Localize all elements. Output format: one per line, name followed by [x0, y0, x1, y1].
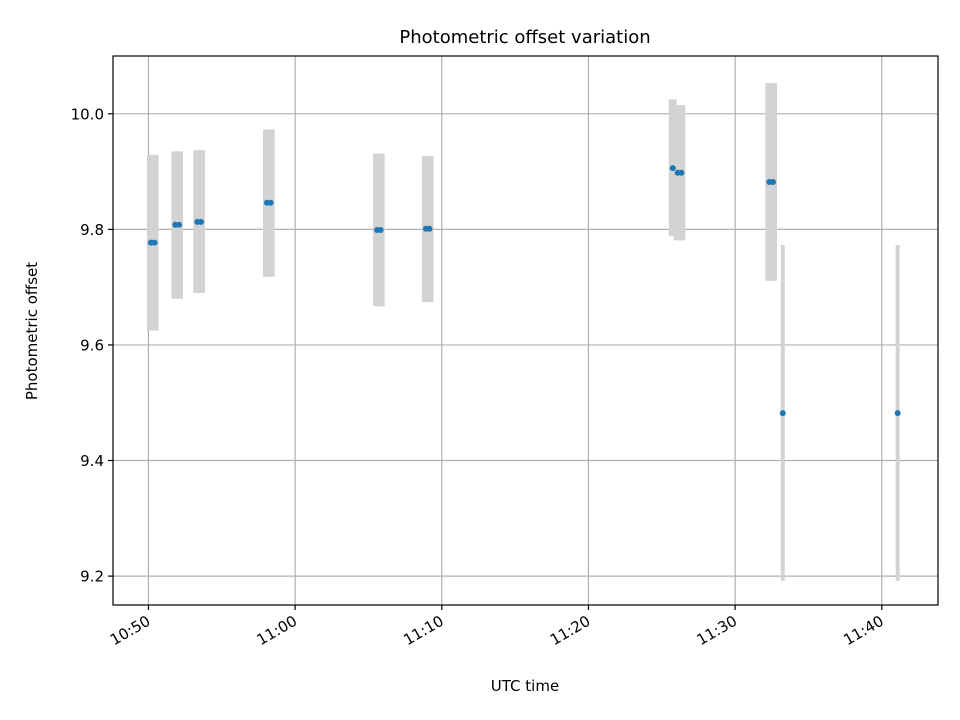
data-point	[426, 225, 433, 232]
data-point	[779, 410, 786, 417]
data-points	[147, 165, 901, 417]
data-point	[669, 165, 676, 172]
data-point	[267, 199, 274, 206]
y-tick-label: 9.4	[80, 452, 104, 470]
y-tick-label: 10.0	[71, 105, 104, 123]
y-tick-label: 9.6	[80, 336, 104, 354]
x-axis-title: UTC time	[491, 677, 559, 695]
data-point	[377, 226, 384, 233]
y-axis-ticks: 9.2 9.4 9.6 9.8 10.0	[71, 105, 113, 586]
y-tick-label: 9.8	[80, 221, 104, 239]
y-axis-title: Photometric offset	[23, 262, 41, 400]
data-point	[894, 410, 901, 417]
data-point	[198, 218, 204, 225]
data-point	[176, 221, 182, 228]
data-point	[770, 178, 776, 185]
chart-title: Photometric offset variation	[399, 27, 650, 48]
data-point	[151, 239, 158, 246]
data-point	[678, 169, 685, 176]
plot-area-frame	[112, 55, 939, 606]
y-tick-label: 9.2	[80, 568, 104, 586]
grid-lines	[113, 56, 938, 605]
